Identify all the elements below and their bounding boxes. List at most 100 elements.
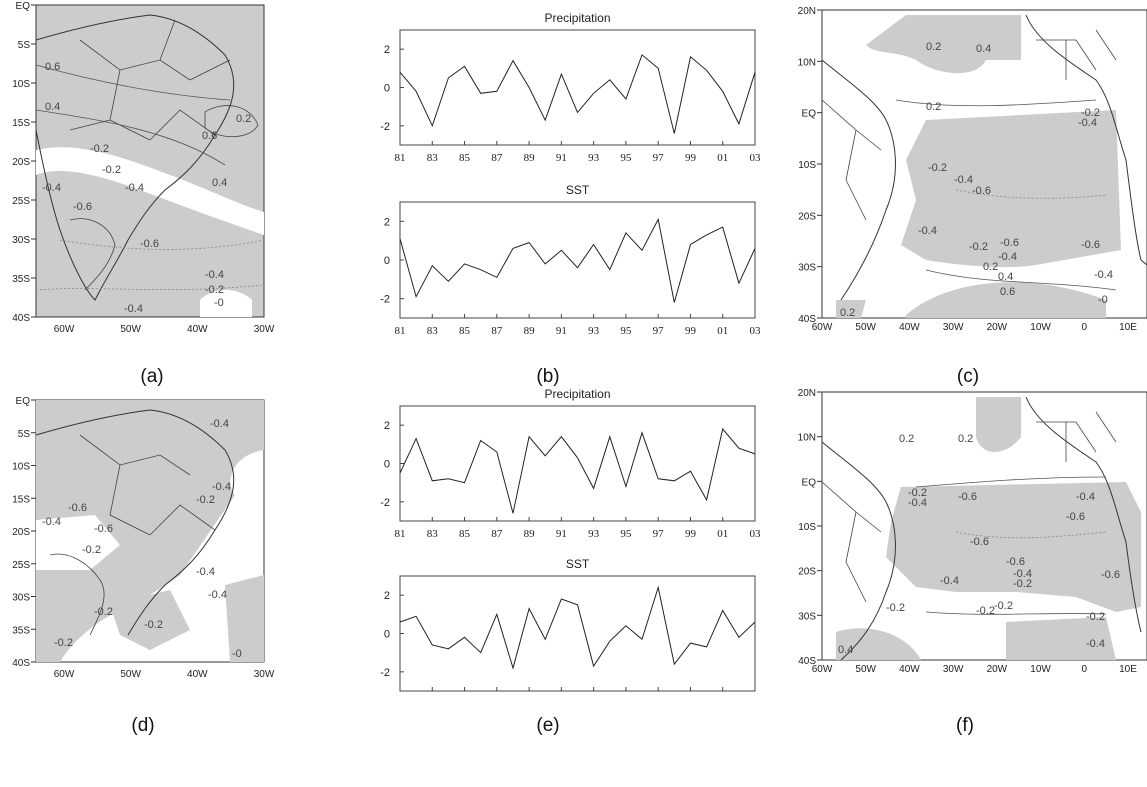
x-tick-label: 93	[588, 528, 600, 540]
x-tick-label: 89	[524, 152, 536, 164]
series-line	[399, 54, 756, 134]
x-tick-label: 95	[620, 528, 632, 540]
x-tick-label: 03	[750, 325, 762, 337]
contour-labels-a: 0.6 0.4 0.6 0.2 -0.2 -0.2 -0.4 -0.4 0.4 …	[42, 61, 251, 315]
x-tick-label: 89	[524, 528, 536, 540]
contour-label: -0.4	[918, 225, 937, 237]
contour-label: 0.4	[212, 177, 227, 189]
lat-tick-label: 10S	[798, 160, 816, 171]
chart-title: Precipitation	[544, 387, 610, 401]
lat-tick-label: 5S	[18, 429, 31, 440]
lon-tick-label: 60W	[54, 324, 75, 335]
contour-label: 0.2	[840, 307, 855, 319]
lat-tick-label: EQ	[16, 1, 31, 12]
lat-tick-label: 10S	[12, 462, 30, 473]
x-tick-label: 83	[427, 325, 439, 337]
contour-label: -0.4	[1013, 568, 1032, 580]
contour-label: -0.2	[102, 164, 121, 176]
map-f: 0.2 0.2 -0.2 -0.4 -0.6 -0.4 -0.6 -0.6 -0…	[798, 388, 1147, 675]
contour-label: -0.2	[928, 162, 947, 174]
x-tick-label: 87	[491, 528, 503, 540]
map-panel-f: 0.2 0.2 -0.2 -0.4 -0.6 -0.4 -0.6 -0.6 -0…	[776, 382, 1147, 682]
x-tick-label: 99	[685, 152, 697, 164]
contour-label: -0.4	[208, 589, 227, 601]
contour-label: 0.2	[899, 433, 914, 445]
y-tick-label: 0	[384, 459, 390, 471]
contour-label: -0	[1098, 294, 1108, 306]
lat-tick-label: 40S	[798, 656, 816, 667]
series-line	[399, 217, 756, 303]
contour-label: -0.6	[958, 491, 977, 503]
contour-label: -0.2	[94, 606, 113, 618]
contour-label: -0.2	[196, 494, 215, 506]
x-tick-label: 83	[427, 152, 439, 164]
x-tick-label: 97	[653, 152, 665, 164]
contour-label: -0.2	[205, 284, 224, 296]
y-tick-label: 2	[384, 420, 390, 432]
contour-label: -0.4	[1094, 269, 1113, 281]
contour-label: -0	[232, 648, 242, 660]
lon-tick-label: 50W	[855, 664, 876, 675]
contour-label: 0.4	[838, 644, 853, 656]
lon-tick-label: 60W	[812, 322, 833, 333]
lat-tick-label: 10S	[12, 79, 30, 90]
contour-label: -0.2	[1013, 578, 1032, 590]
contour-label: -0.4	[125, 182, 144, 194]
contour-label: 0.2	[926, 41, 941, 53]
contour-label: -0.4	[998, 251, 1017, 263]
x-tick-label: 81	[395, 152, 406, 164]
y-tick-label: 2	[384, 590, 390, 602]
y-tick-label: 2	[384, 216, 390, 228]
lat-tick-label: 15S	[12, 494, 30, 505]
lat-tick-label: EQ	[16, 396, 31, 407]
y-tick-label: 2	[384, 44, 390, 56]
x-tick-label: 03	[750, 152, 762, 164]
lon-tick-label: 0	[1082, 664, 1088, 675]
lat-tick-label: 30S	[12, 593, 30, 604]
x-tick-label: 89	[524, 325, 536, 337]
contour-label: -0	[214, 297, 224, 309]
x-tick-label: 91	[556, 325, 567, 337]
map-c: 0.2 0.4 0.2 -0.2 -0.4 -0.2 -0.4 -0.6 -0.…	[798, 6, 1147, 333]
x-tick-label: 81	[395, 325, 406, 337]
y-tick-label: -2	[380, 121, 390, 133]
lat-tick-label: 40S	[12, 658, 30, 669]
contour-label: 0.4	[45, 101, 60, 113]
map-panel-a: 0.6 0.4 0.6 0.2 -0.2 -0.2 -0.4 -0.4 0.4 …	[0, 0, 280, 340]
map-d: -0.4 -0.6 -0.4 -0.4 -0.2 -0.6 -0.2 -0.4 …	[12, 396, 275, 680]
contour-label: -0.6	[1101, 569, 1120, 581]
lon-tick-label: 60W	[54, 669, 75, 680]
y-tick-label: -2	[380, 294, 390, 306]
lon-tick-label: 40W	[187, 669, 208, 680]
timeseries-e: Precipitation -2 0 2 81 83 85 87 89 91 93 95 97 99 01 0…	[380, 387, 761, 710]
contour-label: -0.6	[1066, 511, 1085, 523]
contour-label: 0.6	[202, 130, 217, 142]
lon-tick-label: 10E	[1119, 664, 1137, 675]
caption-c: (c)	[956, 366, 980, 387]
plot-frame	[399, 575, 756, 692]
lat-tick-label: 35S	[12, 274, 30, 285]
y-tick-label: 0	[384, 255, 390, 267]
contour-label: -0.2	[144, 619, 163, 631]
lon-tick-label: 50W	[120, 324, 141, 335]
contour-labels-c: 0.2 0.4 0.2 -0.2 -0.4 -0.2 -0.4 -0.6 -0.…	[840, 41, 1113, 319]
x-tick-label: 97	[653, 528, 665, 540]
contour-label: -0.4	[954, 174, 973, 186]
contour-label: 0.6	[45, 61, 60, 73]
lat-tick-label: 35S	[12, 625, 30, 636]
x-tick-label: 93	[588, 325, 600, 337]
chart-panel-e: Precipitation -2 0 2 81 83 85 87 89 91 93 95 97 99 01 0…	[345, 378, 765, 710]
contour-label: -0.6	[68, 502, 87, 514]
contour-labels-d: -0.4 -0.6 -0.4 -0.4 -0.2 -0.6 -0.2 -0.4 …	[42, 418, 242, 660]
lat-tick-label: 5S	[18, 40, 31, 51]
contour-label: -0.6	[972, 185, 991, 197]
contour-label: -0.6	[970, 536, 989, 548]
x-tick-label: 83	[427, 528, 439, 540]
x-tick-label: 01	[717, 325, 728, 337]
chart-precipitation: Precipitation -2 0 2 81 83 85 87 89 91 93 95 97 99 01 0…	[380, 11, 761, 164]
x-tick-label: 87	[491, 152, 503, 164]
contour-label: -0.4	[196, 566, 215, 578]
lon-tick-label: 10W	[1030, 664, 1051, 675]
